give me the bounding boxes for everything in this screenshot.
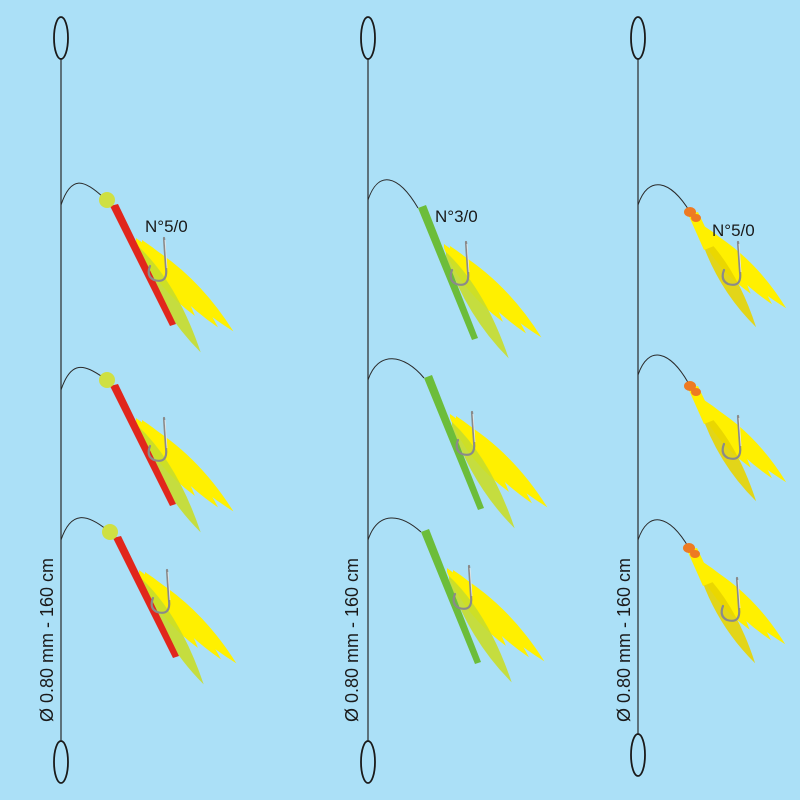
hook-size-label: N°5/0 <box>145 217 188 236</box>
lure-strip <box>421 529 481 664</box>
feather-strand <box>700 232 757 328</box>
dropper-line <box>637 354 691 387</box>
lure-strip <box>110 384 176 506</box>
feather-strand <box>138 426 201 533</box>
bead <box>99 372 115 388</box>
feather-strand <box>454 250 542 338</box>
bead <box>99 192 115 208</box>
bead <box>691 214 701 222</box>
hook-icon <box>721 240 742 286</box>
hook-icon <box>147 416 168 462</box>
hook-icon <box>449 240 470 286</box>
feather-strand <box>141 578 204 685</box>
dropper <box>367 179 542 359</box>
dropper <box>60 182 234 353</box>
hook-highlight <box>472 413 476 443</box>
dropper <box>637 354 787 502</box>
feather-strand <box>708 230 787 309</box>
feather-strand <box>457 574 545 662</box>
feather-strand <box>699 568 756 664</box>
hook-highlight <box>164 419 168 449</box>
line-spec-label: Ø 0.80 mm - 160 cm <box>37 558 57 722</box>
bottom-loop <box>53 740 69 784</box>
hook-highlight <box>167 571 171 601</box>
bead <box>684 207 696 217</box>
hook-icon <box>721 414 742 460</box>
bead <box>684 381 696 391</box>
feather-strand <box>146 424 234 512</box>
hook-highlight <box>738 243 742 273</box>
dropper-line <box>367 179 419 209</box>
hook-icon <box>147 236 168 282</box>
dropper-line <box>367 517 422 541</box>
dropper <box>637 519 786 664</box>
hook-icon <box>150 568 171 614</box>
hook-highlight <box>469 567 473 597</box>
dropper-line <box>637 184 691 213</box>
top-loop <box>360 16 376 60</box>
feather-strand <box>449 576 512 683</box>
dropper <box>60 366 234 533</box>
dropper-line <box>637 519 690 549</box>
hook-highlight <box>738 417 742 447</box>
rig-2: N°3/0 Ø 0.80 mm - 160 cm <box>342 16 548 784</box>
bottom-loop <box>630 733 646 777</box>
hook-size-label: N°3/0 <box>435 207 478 226</box>
hook-icon <box>452 564 473 610</box>
dropper <box>637 184 787 328</box>
dropper-line <box>60 182 105 206</box>
line-spec-label: Ø 0.80 mm - 160 cm <box>614 558 634 722</box>
dropper-line <box>367 358 425 381</box>
lure-strip <box>110 204 176 326</box>
rig-1: N°5/0 Ø 0.80 mm - 160 cm <box>37 16 237 784</box>
dropper-line <box>60 366 105 391</box>
feather-strand <box>452 422 515 529</box>
feather-strand <box>700 406 757 502</box>
top-loop <box>53 16 69 60</box>
feather-strand <box>460 420 548 508</box>
dropper <box>367 517 545 683</box>
lure-strip <box>418 205 478 340</box>
lure-strip <box>424 375 484 510</box>
feather-strand <box>138 246 201 353</box>
dropper <box>367 358 548 529</box>
feather-strand <box>146 244 234 332</box>
feather-strand <box>149 576 237 664</box>
top-loop <box>630 16 646 60</box>
dropper-line <box>60 517 108 541</box>
bottom-loop <box>360 740 376 784</box>
line-spec-label: Ø 0.80 mm - 160 cm <box>342 558 362 722</box>
rig-3: N°5/0 Ø 0.80 mm - 160 cm <box>614 16 787 777</box>
feather-strand <box>446 252 509 359</box>
bead <box>691 388 701 396</box>
hook-size-label: N°5/0 <box>712 221 755 240</box>
hook-icon <box>720 576 741 622</box>
hook-highlight <box>164 239 168 269</box>
hook-highlight <box>466 243 470 273</box>
bead <box>683 543 695 553</box>
lure-strip <box>113 536 179 658</box>
hook-highlight <box>737 579 741 609</box>
feather-strand <box>707 566 786 645</box>
hook-icon <box>455 410 476 456</box>
feather-strand <box>708 404 787 483</box>
dropper <box>60 517 237 685</box>
bead <box>690 550 700 558</box>
bead <box>102 524 118 540</box>
